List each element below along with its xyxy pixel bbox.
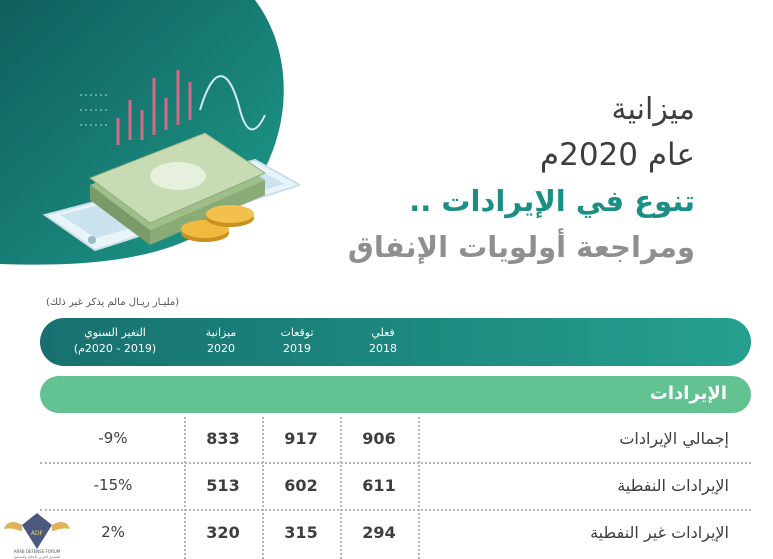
header-budget-year: 2020 bbox=[207, 342, 235, 355]
header-expected: توقعات 2019 bbox=[262, 325, 332, 357]
unit-note: (مليـار ريـال مالم يذكر غير ذلك) bbox=[46, 297, 180, 308]
value-budget: 320 bbox=[206, 523, 240, 542]
forum-watermark-logo: ADF ARAB DEFENSE FORUM المنتدى العربي لل… bbox=[4, 513, 70, 559]
title-line-4: ومراجعة أولويات الإنفاق bbox=[347, 230, 695, 264]
coins-icon bbox=[181, 205, 254, 242]
value-change: 2% bbox=[101, 523, 125, 541]
header-change-years: (2019 - 2020م) bbox=[73, 342, 157, 355]
svg-text:ADF: ADF bbox=[31, 530, 44, 537]
title-line-2: عام 2020م bbox=[539, 137, 695, 173]
value-expected: 917 bbox=[284, 429, 318, 448]
value-budget: 513 bbox=[206, 476, 240, 495]
wave-line-icon bbox=[199, 75, 266, 131]
header-actual-year: 2018 bbox=[369, 342, 397, 355]
row-separator bbox=[40, 509, 751, 511]
row-label: الإيرادات النفطية bbox=[617, 476, 729, 495]
value-budget: 833 bbox=[206, 429, 240, 448]
value-expected: 315 bbox=[284, 523, 318, 542]
title-line-3: تنوع في الإيرادات .. bbox=[409, 184, 695, 218]
header-budget-label: ميزانية bbox=[205, 326, 237, 339]
header-change: التغير السنوي (2019 - 2020م) bbox=[60, 325, 170, 357]
title-block: ميزانية عام 2020م تنوع في الإيرادات .. و… bbox=[348, 88, 695, 270]
column-divider bbox=[184, 417, 186, 559]
table-row: الإيرادات غير النفطية 294 315 320 2% bbox=[40, 511, 751, 557]
header-change-label: التغير السنوي bbox=[84, 326, 146, 339]
table-row: الإيرادات النفطية 611 602 513 -15% bbox=[40, 464, 751, 510]
section-title: الإيرادات bbox=[649, 383, 727, 404]
table-header: فعلي 2018 توقعات 2019 ميزانية 2020 التغي… bbox=[40, 318, 751, 366]
section-bar-revenues: الإيرادات bbox=[40, 376, 751, 413]
header-actual: فعلي 2018 bbox=[348, 325, 418, 357]
table-row: إجمالي الإيرادات 906 917 833 -9% bbox=[40, 417, 751, 463]
bar-chart-icon bbox=[116, 70, 192, 145]
column-divider bbox=[418, 417, 420, 559]
value-actual: 294 bbox=[362, 523, 396, 542]
title-line-1: ميزانية bbox=[611, 92, 696, 127]
column-divider bbox=[340, 417, 342, 559]
column-divider bbox=[262, 417, 264, 559]
row-separator bbox=[40, 462, 751, 464]
value-actual: 611 bbox=[362, 476, 396, 495]
budget-illustration bbox=[0, 0, 300, 265]
watermark-subtext: المنتدى العربي للدفاع والتسليح bbox=[14, 555, 60, 559]
watermark-text: ARAB DEFENSE FORUM bbox=[14, 549, 61, 554]
header-budget: ميزانية 2020 bbox=[186, 325, 256, 357]
header-expected-year: 2019 bbox=[283, 342, 311, 355]
row-label: إجمالي الإيرادات bbox=[619, 429, 729, 448]
value-change: -15% bbox=[93, 476, 133, 494]
row-label: الإيرادات غير النفطية bbox=[590, 523, 729, 542]
header-expected-label: توقعات bbox=[280, 326, 314, 339]
value-expected: 602 bbox=[284, 476, 318, 495]
value-change: -9% bbox=[98, 429, 128, 447]
value-actual: 906 bbox=[362, 429, 396, 448]
header-actual-label: فعلي bbox=[371, 326, 395, 339]
